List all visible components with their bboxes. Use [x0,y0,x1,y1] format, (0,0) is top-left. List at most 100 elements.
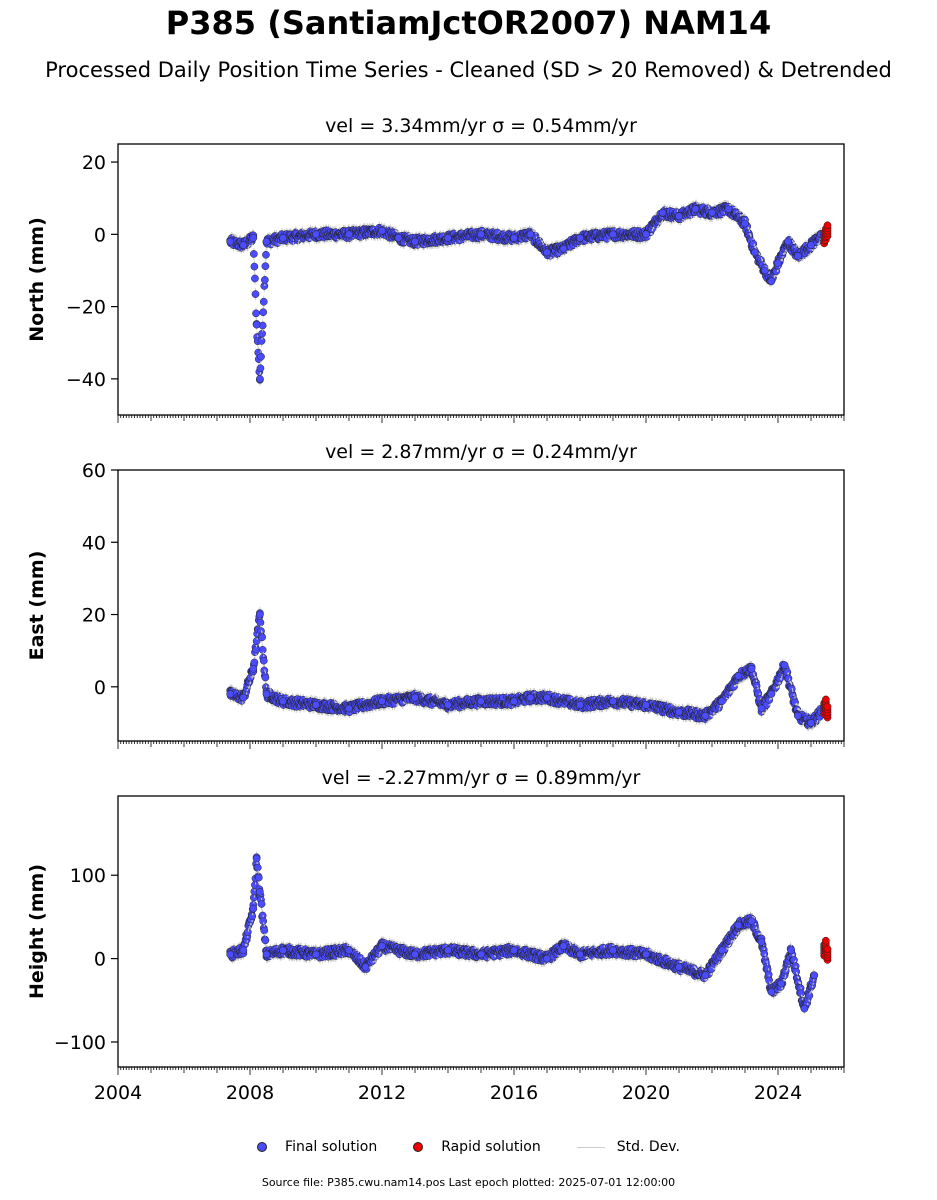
data-point-final [259,656,268,665]
data-point-final [226,690,235,698]
data-point-final [543,693,551,702]
y-axis-label: East (mm) [26,551,48,661]
data-point-final [767,277,776,286]
data-point-final [576,234,584,242]
data-point-final [658,208,667,217]
data-point-final [345,704,353,713]
data-point-final [724,205,733,213]
data-point-final [261,673,270,682]
data-point-final [262,690,271,698]
plot-frame [117,143,845,416]
data-point-final [411,693,419,702]
data-point-final [783,668,792,676]
data-point-final [249,664,258,673]
data-point-final [760,266,769,275]
data-point-final [642,701,650,709]
data-point-final [675,708,683,716]
data-point-final [226,237,235,246]
data-point-final [609,230,617,239]
data-point-final [256,618,265,627]
data-point-final [258,645,267,654]
data-point-final [411,237,419,246]
data-point-final [780,661,789,669]
data-point-final [250,250,258,258]
data-point-final [378,697,386,706]
data-point-final [250,262,259,271]
data-point-final [510,234,518,242]
data-point-final [251,290,260,298]
data-point-final [793,252,802,260]
data-point-final [261,276,269,284]
data-point-final [256,610,264,619]
data-point-final [701,711,710,720]
data-point-final [807,241,815,250]
data-point-final [793,711,802,720]
data-point-final [510,697,518,706]
data-point-final [258,633,266,642]
chart-title: P385 (SantiamJctOR2007) NAM14 [165,4,772,42]
data-point-final [279,697,287,706]
y-tick-label: 0 [94,224,106,246]
data-point-rapid [823,221,832,230]
y-tick-label: 20 [82,152,106,174]
data-point-final [543,248,551,257]
data-point-final [675,212,683,221]
data-point-final [444,701,452,709]
y-tick-label: 40 [82,532,106,554]
data-point-final [741,219,749,228]
data-point-final [784,237,792,246]
data-point-final [279,234,287,242]
data-point-final [378,226,386,235]
data-point-final [394,234,403,242]
data-point-final [257,337,266,345]
data-point-final [250,658,259,667]
chart-subtitle: Processed Daily Position Time Series - C… [45,58,892,82]
y-axis-label: Height (mm) [26,864,48,999]
data-point-final [718,697,726,706]
data-point-rapid [822,695,830,704]
data-point-final [477,230,485,239]
data-point-final [251,274,259,283]
data-point-final [258,329,266,338]
data-point-final [259,297,268,306]
data-point-final [642,230,650,239]
y-tick-label: 0 [94,677,106,699]
y-axis-label: North (mm) [26,217,48,342]
data-point-final [526,230,535,239]
y-tick-label: −40 [66,369,106,391]
data-point-final [345,230,353,239]
data-point-final [239,241,248,250]
data-point-final [239,693,248,702]
data-point-final [259,308,268,317]
data-point-final [257,352,265,361]
data-point-final [252,320,261,329]
data-point-rapid [823,702,832,711]
data-point-final [691,205,700,213]
data-point-final [256,364,265,373]
data-point-final [576,701,584,709]
data-point-final [526,693,535,702]
panel-title: vel = 3.34mm/yr σ = 0.54mm/yr [325,115,637,137]
data-point-final [249,234,258,242]
data-point-final [734,672,743,680]
data-point-final [747,664,756,673]
data-point-final [757,704,766,713]
data-point-final [262,250,270,259]
data-point-final [256,375,264,383]
y-tick-label: −20 [66,297,106,319]
data-point-final [477,697,485,706]
data-point-final [609,697,617,706]
data-point-final [751,248,759,257]
panel-title: vel = 2.87mm/yr σ = 0.24mm/yr [325,441,637,463]
data-point-final [261,262,270,271]
data-point-final [767,690,776,698]
y-tick-label: 60 [82,460,106,482]
data-point-final [559,244,568,253]
data-point-final [312,230,320,239]
data-point-final [252,645,260,654]
data-point-final [444,234,452,242]
panel-title: vel = -2.27mm/yr σ = 0.89mm/yr [322,767,641,789]
y-tick-label: 20 [82,605,106,627]
data-point-final [774,259,782,268]
